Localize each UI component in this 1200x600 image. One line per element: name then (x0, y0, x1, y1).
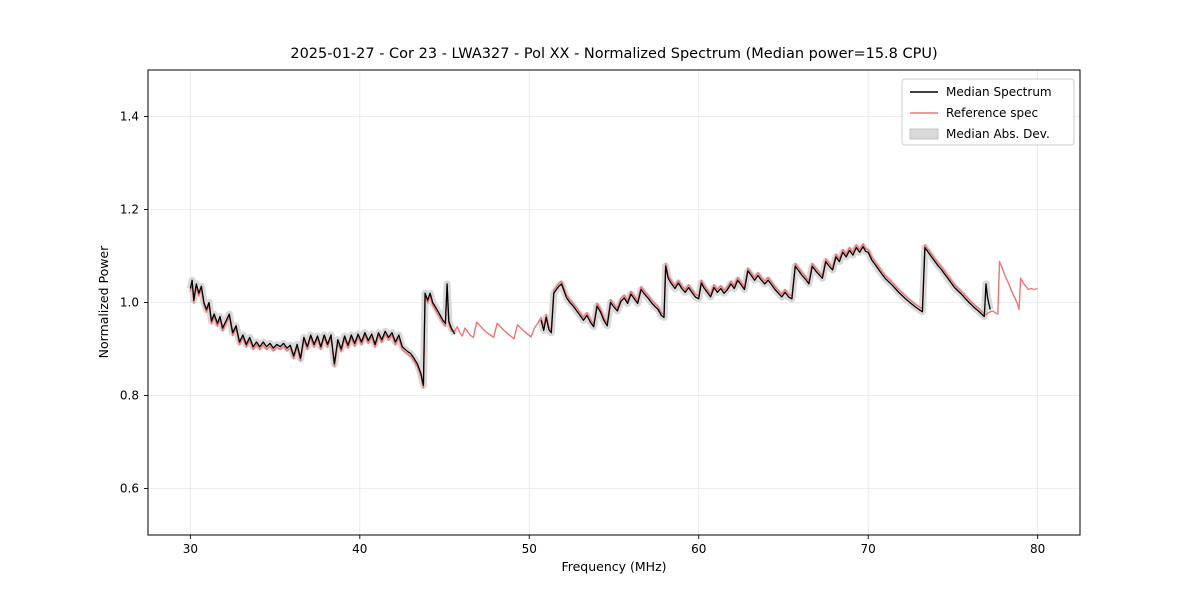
legend-box (901, 78, 1075, 146)
spectrum-line-median-spectrum (540, 246, 991, 334)
y-axis-label: Normalized Power (96, 245, 111, 359)
mad-band (186, 276, 458, 389)
chart-title: 2025-01-27 - Cor 23 - LWA327 - Pol XX - … (290, 46, 937, 62)
series-reference-spec (189, 243, 1038, 389)
x-tick-label: 30 (183, 542, 198, 556)
x-tick-label: 80 (1030, 542, 1045, 556)
plot-frame (147, 69, 1081, 536)
spectrum-line-reference-spec (189, 243, 1038, 389)
legend-swatch-median-abs-dev (909, 128, 939, 140)
x-tick-label: 60 (691, 542, 706, 556)
axes-layer: 30 40 50 60 70 80 0.6 0.8 1.0 1.2 1.4 (120, 69, 1081, 556)
y-tick-label: 0.6 (120, 482, 139, 496)
y-tick-label: 1.0 (120, 296, 139, 310)
x-axis-label: Frequency (MHz) (561, 559, 666, 574)
legend-label-median-spectrum: Median Spectrum (946, 85, 1052, 99)
legend: Median Spectrum Reference spec Median Abs.… (901, 78, 1075, 146)
series-median-abs-dev (186, 243, 994, 389)
x-tick-label: 70 (861, 542, 876, 556)
legend-label-reference-spec: Reference spec (946, 106, 1038, 120)
y-tick-label: 1.4 (120, 110, 139, 124)
x-tick-label: 40 (352, 542, 367, 556)
series-median-spectrum (189, 246, 991, 386)
y-tick-label: 0.8 (120, 389, 139, 403)
spectrum-line-median-spectrum (189, 279, 456, 386)
series-layer (186, 243, 1038, 389)
x-tick-label: 50 (522, 542, 537, 556)
y-tick-label: 1.2 (120, 203, 139, 217)
legend-label-median-abs-dev: Median Abs. Dev. (946, 127, 1050, 141)
